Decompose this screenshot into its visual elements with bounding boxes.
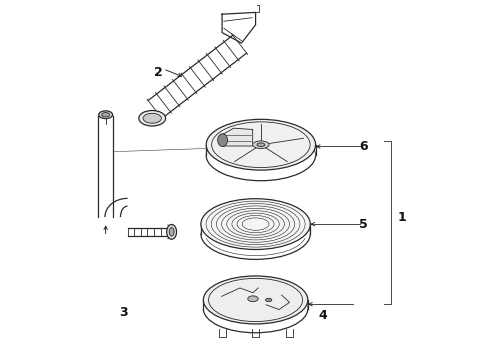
Text: 6: 6 <box>359 140 368 153</box>
Ellipse shape <box>201 199 310 249</box>
Text: 4: 4 <box>318 309 327 322</box>
Text: 3: 3 <box>119 306 127 319</box>
Ellipse shape <box>203 276 308 324</box>
Ellipse shape <box>102 113 110 117</box>
Polygon shape <box>222 128 253 146</box>
Ellipse shape <box>139 111 166 126</box>
Text: 2: 2 <box>154 66 163 79</box>
Ellipse shape <box>169 228 174 236</box>
Ellipse shape <box>206 119 316 170</box>
Ellipse shape <box>143 113 161 123</box>
Ellipse shape <box>98 111 113 118</box>
Ellipse shape <box>266 298 272 302</box>
Polygon shape <box>127 228 168 236</box>
Ellipse shape <box>167 225 176 239</box>
Text: 5: 5 <box>359 217 368 231</box>
Polygon shape <box>222 12 256 43</box>
Polygon shape <box>148 35 246 118</box>
Ellipse shape <box>248 296 258 302</box>
Ellipse shape <box>218 134 227 147</box>
Polygon shape <box>98 117 113 217</box>
Ellipse shape <box>257 143 265 147</box>
Ellipse shape <box>253 141 269 149</box>
Ellipse shape <box>212 122 310 168</box>
Text: 1: 1 <box>397 211 406 224</box>
